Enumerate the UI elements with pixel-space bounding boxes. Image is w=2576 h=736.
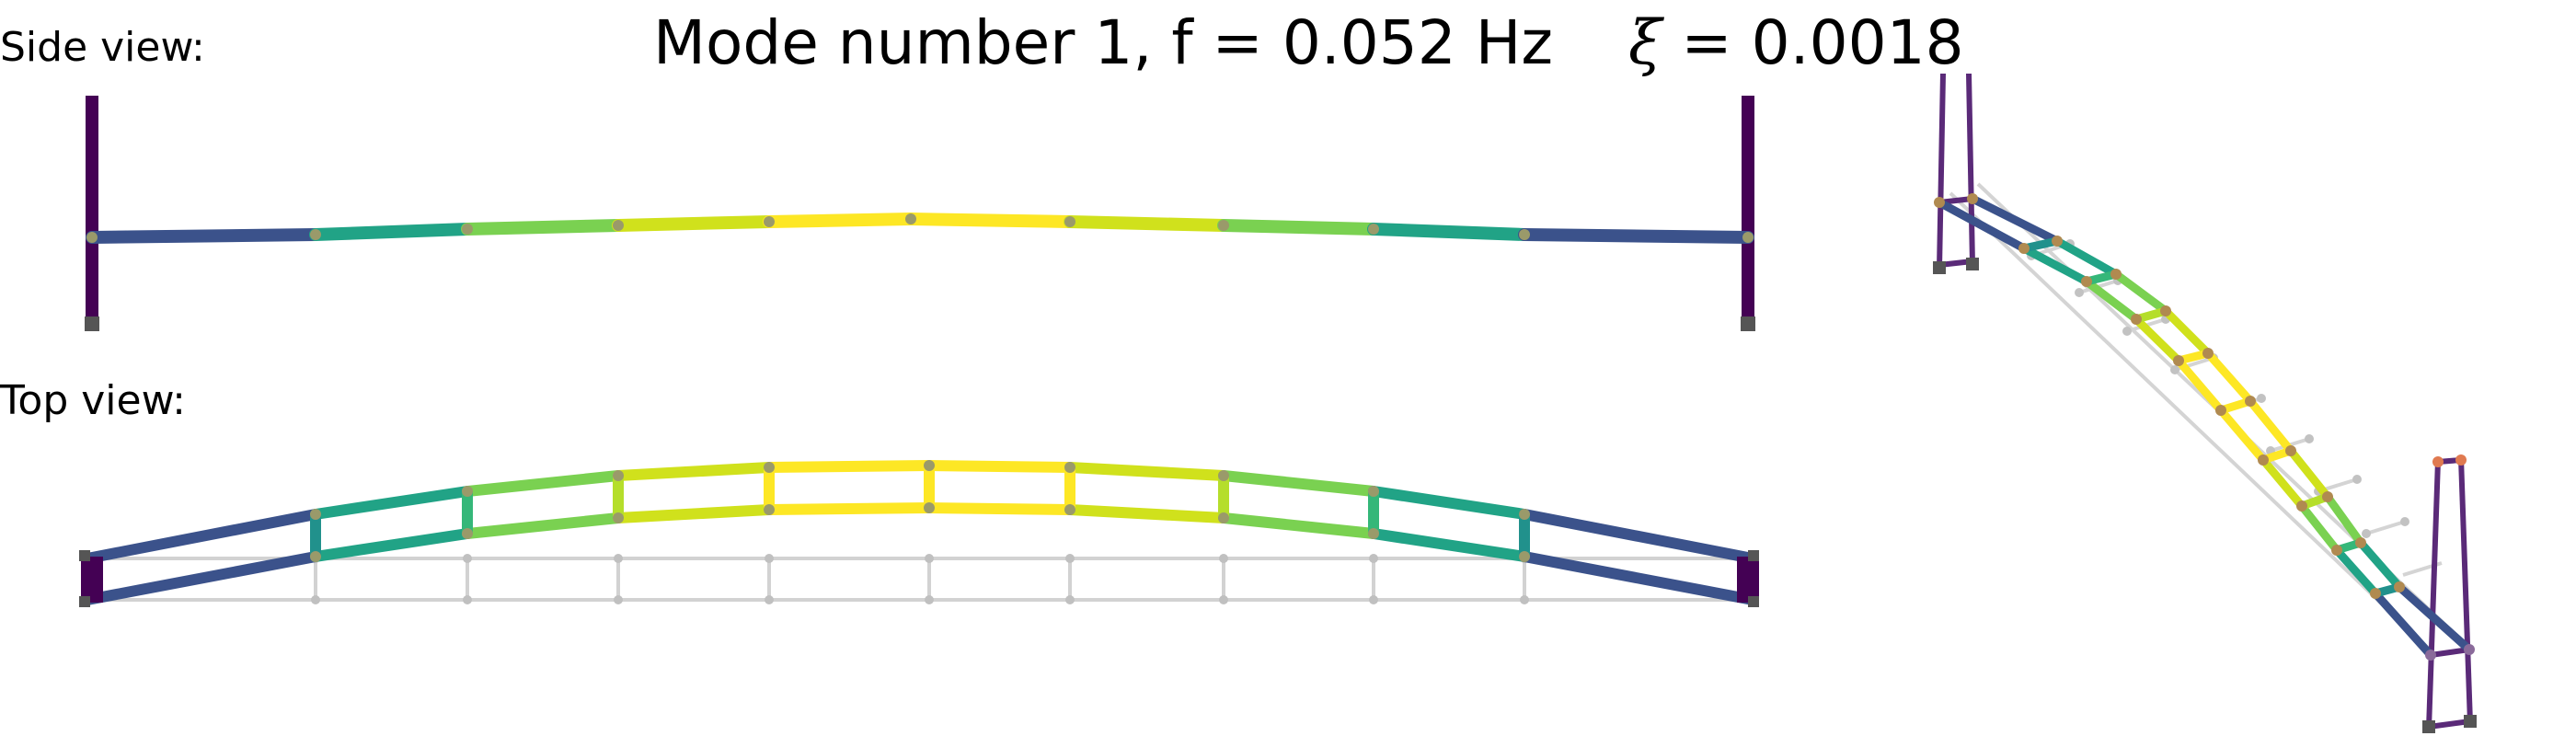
- top-deck-upper-girder: [82, 460, 1758, 564]
- side-view-diagram: [85, 96, 1755, 331]
- top-towers: [79, 550, 1759, 607]
- top-view-label: Top view:: [0, 377, 186, 424]
- side-tower-left: [85, 96, 99, 331]
- 3d-deck: [1935, 194, 2474, 660]
- damping-value: = 0.0018: [1662, 7, 1964, 78]
- 3d-nodes: [1934, 193, 2475, 661]
- side-tower-right: [1741, 96, 1755, 331]
- top-deck-cross-beams: [310, 466, 1530, 557]
- damping-label: ξ = 0.0018: [1628, 7, 1964, 78]
- side-deck: [86, 213, 1754, 244]
- side-view-label: Side view:: [0, 24, 205, 71]
- top-view-diagram: [79, 460, 1759, 607]
- 3d-tower-right: [2422, 457, 2477, 733]
- 3d-tower-left: [1933, 74, 1979, 274]
- top-grid-nodes: [311, 554, 1529, 604]
- 3d-view-diagram: [1933, 74, 2477, 733]
- top-undeformed-grid: [87, 557, 1753, 602]
- top-deck-lower-girder: [82, 502, 1758, 605]
- side-nodes: [86, 213, 1754, 243]
- damping-symbol: ξ: [1628, 7, 1662, 78]
- mode-title: Mode number 1, f = 0.052 Hz: [653, 7, 1554, 78]
- top-deck-nodes: [310, 460, 1530, 562]
- figure-title: Mode number 1, f = 0.052 Hz ξ = 0.0018: [0, 4, 2576, 86]
